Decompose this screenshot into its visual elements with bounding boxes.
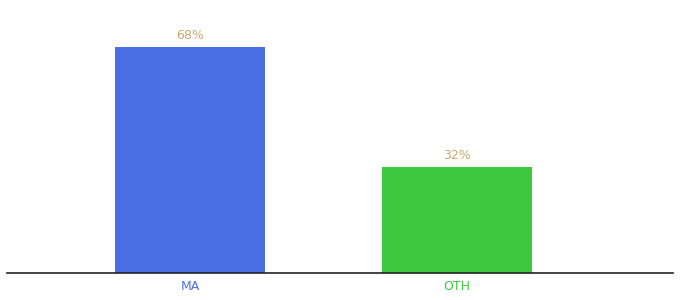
Text: 32%: 32% — [443, 149, 471, 162]
Bar — [381, 167, 532, 273]
Bar — [115, 47, 265, 273]
Text: 68%: 68% — [176, 29, 204, 42]
